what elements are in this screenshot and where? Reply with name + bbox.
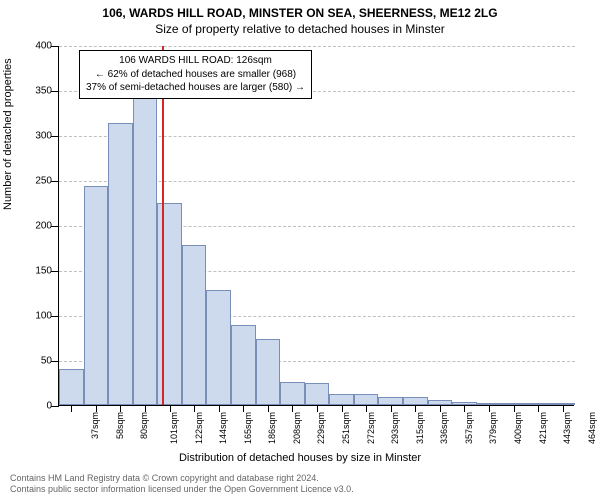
x-tick — [268, 405, 269, 412]
annotation-line-3: 37% of semi-detached houses are larger (… — [86, 81, 305, 95]
histogram-bar — [59, 369, 84, 405]
x-tick-label: 251sqm — [341, 412, 351, 444]
y-tick-label: 300 — [35, 131, 52, 142]
x-tick — [538, 405, 539, 412]
histogram-bar — [133, 88, 158, 405]
y-tick-label: 250 — [35, 176, 52, 187]
x-tick — [219, 405, 220, 412]
x-tick — [342, 405, 343, 412]
histogram-bar — [378, 397, 403, 405]
x-tick-label: 379sqm — [488, 412, 498, 444]
x-tick-label: 357sqm — [464, 412, 474, 444]
x-tick-label: 293sqm — [390, 412, 400, 444]
x-tick-label: 315sqm — [415, 412, 425, 444]
x-tick — [145, 405, 146, 412]
chart-container: 106, WARDS HILL ROAD, MINSTER ON SEA, SH… — [0, 0, 600, 500]
x-tick — [317, 405, 318, 412]
x-tick — [489, 405, 490, 412]
histogram-bar — [84, 186, 109, 405]
x-tick-label: 208sqm — [292, 412, 302, 444]
x-tick — [563, 405, 564, 412]
x-tick — [120, 405, 121, 412]
chart-title-address: 106, WARDS HILL ROAD, MINSTER ON SEA, SH… — [0, 0, 600, 20]
gridline — [59, 46, 575, 47]
x-tick-label: 144sqm — [218, 412, 228, 444]
x-tick — [194, 405, 195, 412]
histogram-bar — [108, 123, 133, 405]
x-tick — [415, 405, 416, 412]
y-tick-label: 200 — [35, 221, 52, 232]
x-tick-label: 229sqm — [316, 412, 326, 444]
x-tick-label: 464sqm — [587, 412, 597, 444]
x-tick — [366, 405, 367, 412]
annotation-line-1: 106 WARDS HILL ROAD: 126sqm — [86, 54, 305, 68]
y-tick-label: 350 — [35, 86, 52, 97]
histogram-bar — [329, 394, 354, 405]
y-tick-label: 400 — [35, 41, 52, 52]
histogram-bar — [182, 245, 207, 405]
x-tick — [514, 405, 515, 412]
x-tick — [71, 405, 72, 412]
footer-attribution: Contains HM Land Registry data © Crown c… — [10, 473, 354, 496]
y-tick — [51, 361, 59, 362]
x-tick-label: 443sqm — [562, 412, 572, 444]
x-tick — [243, 405, 244, 412]
x-tick-label: 58sqm — [115, 412, 125, 439]
x-tick — [96, 405, 97, 412]
histogram-bar — [354, 394, 379, 405]
y-tick-label: 0 — [46, 401, 52, 412]
histogram-bar — [305, 383, 330, 406]
histogram-bar — [206, 290, 231, 405]
x-tick — [170, 405, 171, 412]
x-tick — [464, 405, 465, 412]
x-tick-label: 37sqm — [90, 412, 100, 439]
annotation-box: 106 WARDS HILL ROAD: 126sqm← 62% of deta… — [79, 50, 312, 99]
plot-area-wrap: 37sqm58sqm80sqm101sqm122sqm144sqm165sqm1… — [58, 46, 574, 406]
x-axis-label: Distribution of detached houses by size … — [0, 452, 600, 464]
annotation-line-2: ← 62% of detached houses are smaller (96… — [86, 68, 305, 82]
x-tick — [391, 405, 392, 412]
footer-line-2: Contains public sector information licen… — [10, 484, 354, 496]
x-tick-label: 122sqm — [194, 412, 204, 444]
footer-line-1: Contains HM Land Registry data © Crown c… — [10, 473, 354, 485]
x-tick — [440, 405, 441, 412]
x-tick-label: 80sqm — [139, 412, 149, 439]
x-tick-label: 421sqm — [538, 412, 548, 444]
y-tick-label: 150 — [35, 266, 52, 277]
histogram-bar — [256, 339, 281, 405]
y-axis-label: Number of detached properties — [2, 58, 14, 210]
chart-subtitle: Size of property relative to detached ho… — [0, 20, 600, 36]
y-tick-label: 50 — [41, 356, 52, 367]
x-tick-label: 101sqm — [169, 412, 179, 444]
x-tick-label: 336sqm — [439, 412, 449, 444]
histogram-bar — [157, 203, 182, 405]
x-tick — [292, 405, 293, 412]
x-tick-label: 272sqm — [366, 412, 376, 444]
histogram-bar — [280, 382, 305, 405]
histogram-bar — [403, 397, 428, 405]
x-tick-label: 186sqm — [267, 412, 277, 444]
plot-area: 37sqm58sqm80sqm101sqm122sqm144sqm165sqm1… — [58, 46, 574, 406]
property-marker-line — [162, 46, 164, 405]
x-tick-label: 165sqm — [243, 412, 253, 444]
x-tick-label: 400sqm — [513, 412, 523, 444]
y-tick-label: 100 — [35, 311, 52, 322]
histogram-bar — [231, 325, 256, 405]
